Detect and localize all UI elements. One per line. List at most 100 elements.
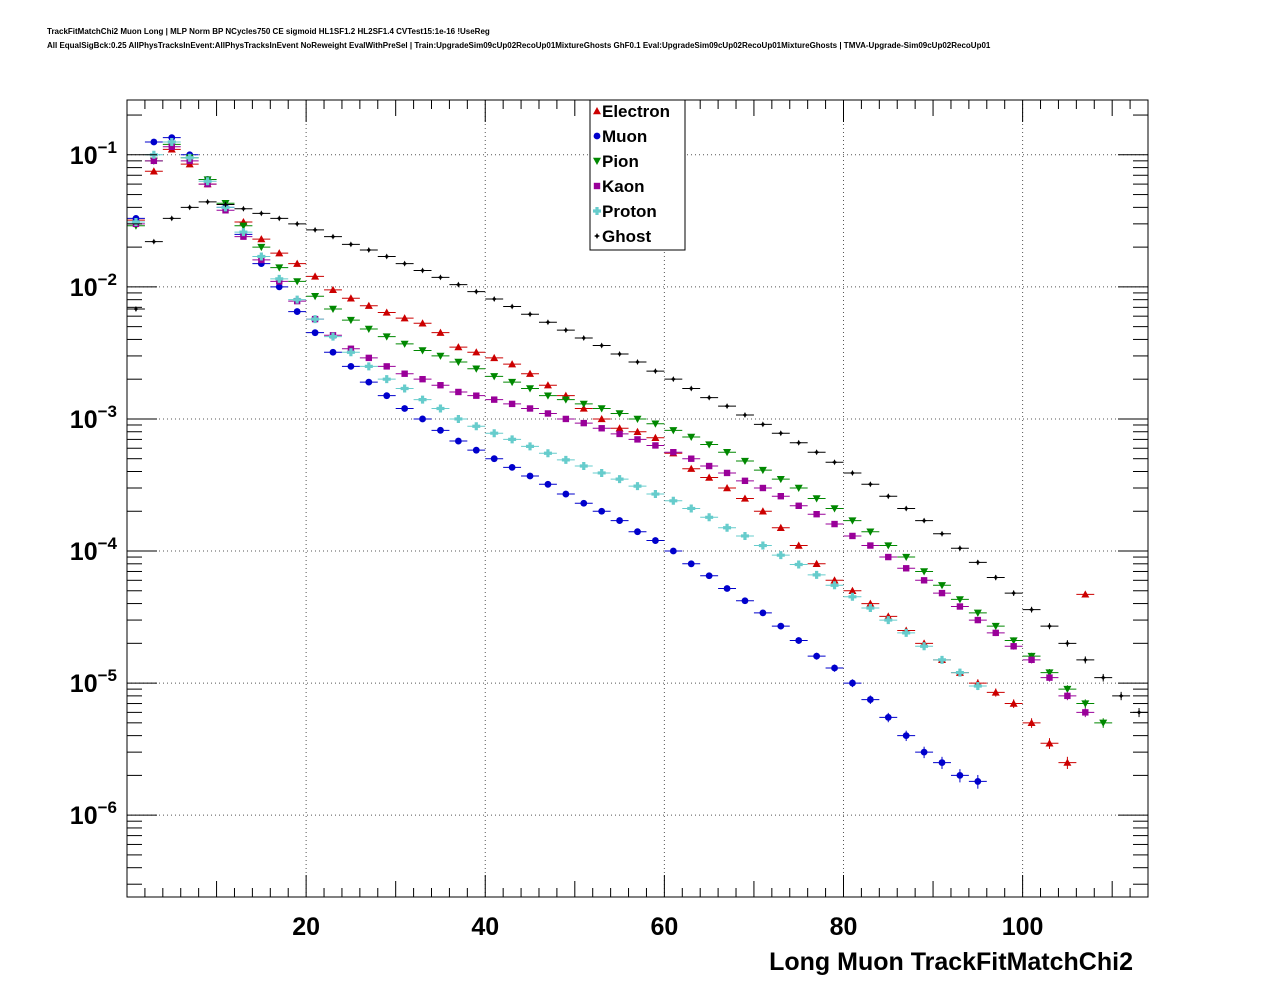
data-point: [472, 422, 481, 431]
data-point: [812, 495, 821, 503]
data-point: [543, 392, 552, 400]
data-point: [364, 325, 373, 333]
legend-label-ghost: Ghost: [602, 227, 651, 246]
x-tick-label: 40: [471, 913, 499, 941]
chart-title-line-1: TrackFitMatchChi2 Muon Long | MLP Norm B…: [47, 27, 490, 36]
data-point: [204, 198, 211, 205]
data-point: [329, 348, 337, 356]
data-point: [275, 264, 284, 272]
x-tick-label: 60: [650, 913, 678, 941]
data-point: [1010, 590, 1017, 597]
data-point: [669, 427, 678, 435]
data-point: [490, 455, 498, 463]
data-point: [526, 472, 534, 480]
data-point: [131, 217, 140, 226]
data-point: [275, 249, 284, 257]
data-point: [311, 315, 320, 324]
data-point: [956, 545, 963, 552]
data-point: [526, 442, 535, 451]
data-point: [382, 308, 391, 316]
data-point: [705, 473, 714, 481]
data-point: [651, 420, 660, 428]
data-point: [723, 469, 731, 477]
data-point: [580, 419, 587, 427]
chart-title-line-2: All EqualSigBck:0.25 AllPhysTracksInEven…: [47, 41, 991, 50]
data-point: [652, 537, 659, 544]
data-point: [436, 328, 445, 336]
data-point: [688, 455, 695, 462]
data-point: [472, 365, 481, 373]
data-point: [831, 664, 838, 672]
y-tick-label: 10−4: [70, 534, 118, 566]
data-point: [794, 560, 803, 569]
series-pion: [127, 141, 1113, 728]
data-point: [1045, 739, 1054, 747]
data-point: [741, 597, 749, 605]
data-point: [293, 278, 302, 286]
data-point: [849, 679, 856, 687]
data-point: [365, 247, 372, 254]
data-point: [1081, 590, 1090, 598]
data-point: [616, 430, 623, 438]
y-tick-label: 10−1: [70, 138, 117, 170]
data-point: [723, 448, 732, 457]
data-point: [741, 412, 748, 419]
data-point: [955, 596, 964, 604]
data-point: [347, 362, 355, 370]
data-point: [615, 475, 624, 484]
data-point: [723, 523, 732, 532]
data-point: [383, 363, 390, 370]
data-point: [973, 682, 982, 691]
data-point: [543, 381, 552, 389]
data-point: [544, 480, 552, 488]
data-point: [939, 530, 946, 537]
data-point: [867, 542, 874, 549]
data-point: [1010, 643, 1017, 650]
data-point: [383, 392, 391, 400]
data-point: [902, 553, 911, 562]
data-point: [1028, 606, 1035, 613]
data-point: [687, 433, 696, 441]
legend-label-proton: Proton: [602, 202, 657, 221]
data-point: [812, 570, 821, 579]
data-point: [830, 576, 839, 584]
data-point: [669, 496, 678, 505]
data-point: [203, 177, 212, 186]
data-point: [526, 369, 535, 377]
data-point: [328, 305, 337, 313]
data-point: [991, 622, 1000, 631]
data-point: [526, 385, 535, 393]
data-point: [508, 463, 516, 471]
data-point: [723, 585, 731, 592]
data-point: [257, 243, 266, 252]
data-point: [346, 316, 355, 325]
data-point: [382, 333, 391, 341]
data-point: [491, 396, 498, 403]
data-point: [938, 759, 946, 766]
data-point: [454, 358, 463, 366]
data-point: [186, 204, 193, 211]
data-point: [830, 581, 839, 590]
data-point: [615, 410, 624, 418]
data-point: [866, 599, 875, 607]
data-point: [903, 505, 910, 512]
legend-label-kaon: Kaon: [602, 177, 645, 196]
legend-label-muon: Muon: [602, 127, 647, 146]
data-point: [848, 592, 857, 601]
data-point: [418, 319, 427, 327]
data-point: [723, 483, 732, 492]
data-point: [579, 404, 588, 412]
data-point: [508, 360, 517, 368]
data-point: [150, 157, 158, 165]
data-point: [902, 565, 910, 572]
data-point: [849, 469, 856, 476]
data-point: [759, 484, 767, 492]
data-point: [1009, 699, 1018, 707]
legend-marker-electron: [593, 107, 601, 115]
y-tick-label: 10−3: [70, 402, 117, 434]
data-point: [920, 577, 928, 584]
data-point: [473, 288, 480, 295]
data-point: [633, 415, 642, 423]
data-point: [813, 510, 820, 518]
